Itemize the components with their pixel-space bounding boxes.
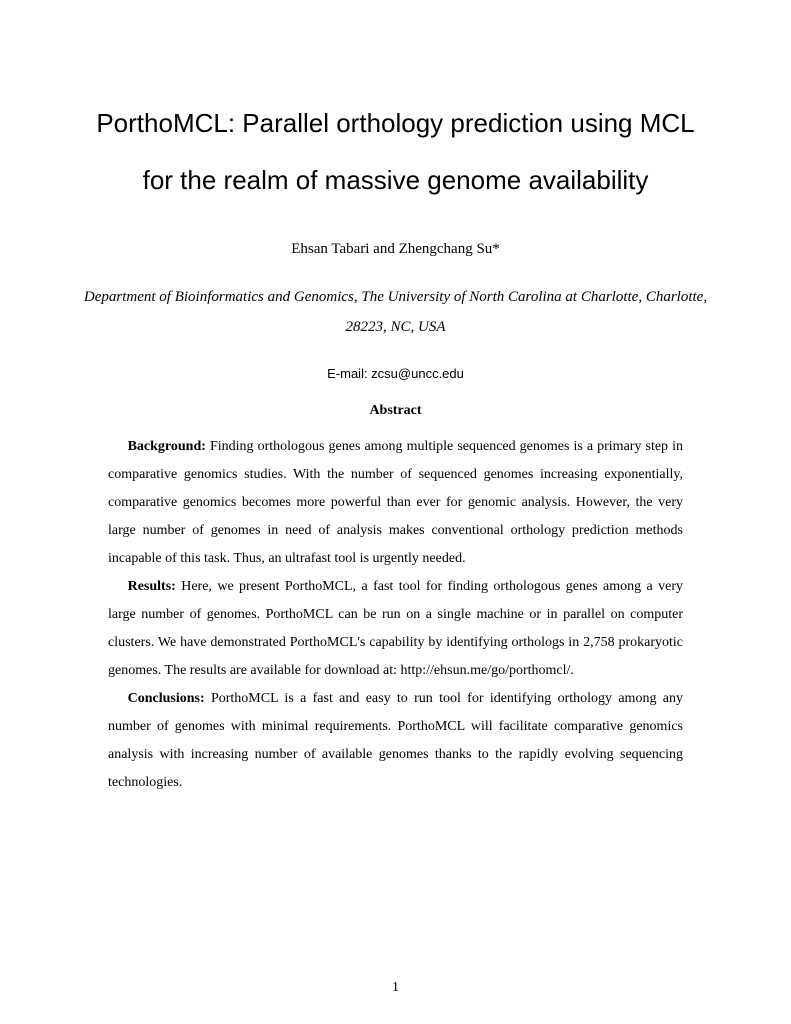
affiliation: Department of Bioinformatics and Genomic… — [80, 282, 711, 342]
corresponding-email: E-mail: zcsu@uncc.edu — [80, 366, 711, 381]
background-label: Background: — [128, 439, 206, 454]
abstract-body: Background: Finding orthologous genes am… — [80, 433, 711, 797]
paper-title: PorthoMCL: Parallel orthology prediction… — [80, 95, 711, 209]
abstract-conclusions: Conclusions: PorthoMCL is a fast and eas… — [108, 685, 683, 797]
background-text: Finding orthologous genes among multiple… — [108, 439, 683, 566]
results-label: Results: — [128, 579, 176, 594]
abstract-background: Background: Finding orthologous genes am… — [108, 433, 683, 573]
author-list: Ehsan Tabari and Zhengchang Su* — [80, 241, 711, 258]
results-text: Here, we present PorthoMCL, a fast tool … — [108, 579, 683, 678]
page-number: 1 — [0, 980, 791, 996]
conclusions-label: Conclusions: — [128, 691, 205, 706]
abstract-heading: Abstract — [80, 403, 711, 419]
abstract-results: Results: Here, we present PorthoMCL, a f… — [108, 573, 683, 685]
